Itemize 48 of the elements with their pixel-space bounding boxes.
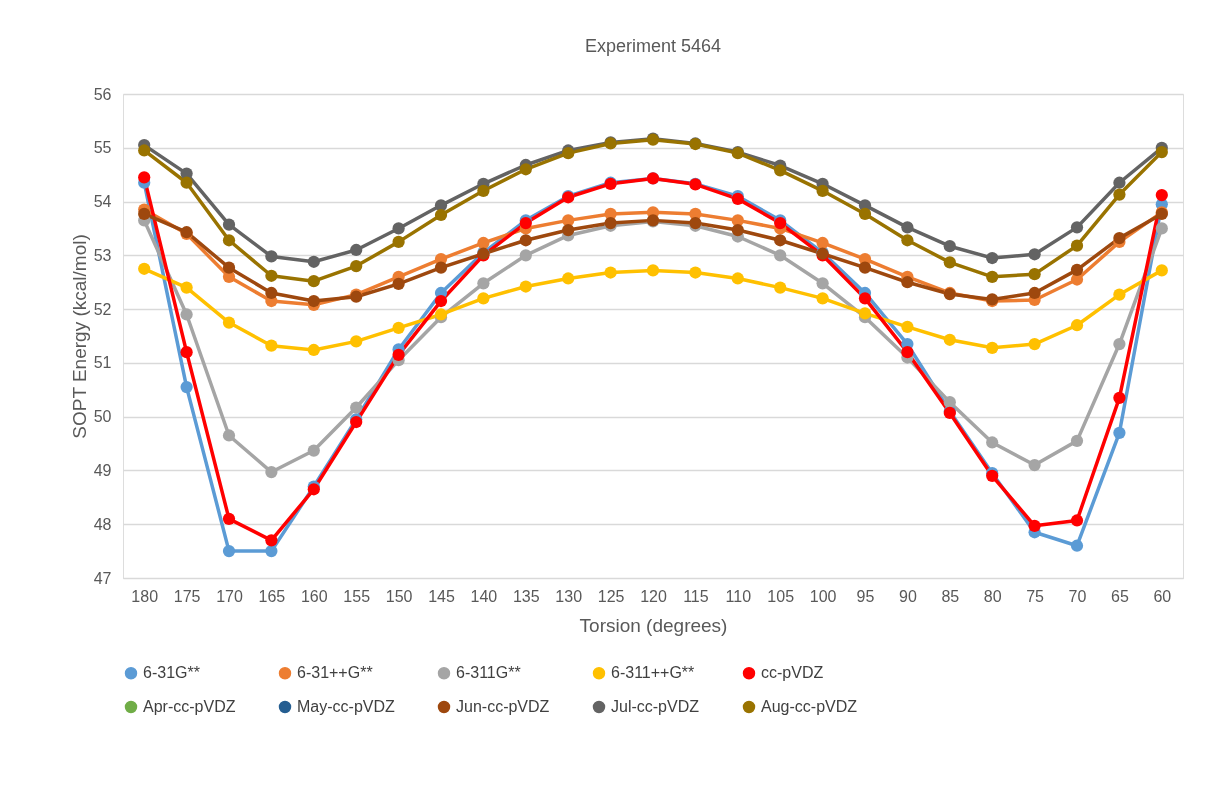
- x-tick-label: 160: [300, 587, 328, 605]
- x-tick-label: 155: [343, 587, 371, 605]
- x-tick-label: 110: [725, 587, 752, 605]
- chart-title: Experiment 5464: [584, 36, 722, 56]
- legend-label: 6-311++G**: [611, 664, 695, 682]
- y-tick-label: 51: [93, 354, 112, 372]
- x-tick-label: 80: [983, 587, 1002, 605]
- x-tick-label: 150: [385, 587, 413, 605]
- x-tick-label: 145: [428, 587, 455, 605]
- x-tick-label: 75: [1026, 587, 1045, 605]
- x-tick-label: 175: [173, 587, 201, 605]
- y-tick-label: 52: [93, 300, 112, 318]
- y-tick-label: 54: [93, 193, 112, 211]
- y-tick-label: 48: [93, 515, 112, 533]
- x-tick-label: 95: [856, 587, 875, 605]
- x-tick-label: 100: [809, 587, 837, 605]
- legend-label: Aug-cc-pVDZ: [761, 698, 858, 715]
- x-tick-label: 65: [1111, 587, 1129, 605]
- x-tick-label: 120: [640, 587, 667, 605]
- legend-label: Jun-cc-pVDZ: [456, 698, 550, 715]
- x-tick-label: 115: [683, 587, 709, 605]
- legend-label: cc-pVDZ: [761, 664, 824, 682]
- legend-label: 6-31++G**: [297, 664, 373, 682]
- x-tick-label: 105: [767, 587, 795, 605]
- x-tick-label: 170: [216, 587, 243, 605]
- x-tick-label: 90: [899, 587, 917, 605]
- x-axis-title: Torsion (degrees): [579, 614, 728, 636]
- y-tick-label: 50: [93, 408, 112, 426]
- legend-label: May-cc-pVDZ: [297, 698, 396, 715]
- legend-label: 6-311G**: [456, 664, 521, 682]
- y-tick-label: 49: [93, 461, 112, 479]
- y-tick-label: 47: [93, 569, 112, 587]
- y-tick-label: 53: [93, 246, 112, 264]
- x-tick-label: 130: [555, 587, 583, 605]
- x-tick-label: 180: [131, 587, 159, 605]
- legend-label: Apr-cc-pVDZ: [143, 698, 236, 715]
- x-tick-label: 85: [941, 587, 960, 605]
- x-tick-label: 70: [1068, 587, 1087, 605]
- x-tick-label: 135: [512, 587, 540, 605]
- x-tick-label: 165: [258, 587, 286, 605]
- x-tick-label: 140: [470, 587, 498, 605]
- x-tick-label: 60: [1153, 587, 1172, 605]
- x-tick-label: 125: [597, 587, 625, 605]
- legend-label: Jul-cc-pVDZ: [611, 698, 700, 715]
- y-tick-label: 55: [93, 139, 112, 157]
- y-axis-title: SOPT Energy (kcal/mol): [68, 234, 90, 439]
- legend-label: 6-31G**: [143, 664, 200, 682]
- y-tick-label: 56: [93, 85, 112, 103]
